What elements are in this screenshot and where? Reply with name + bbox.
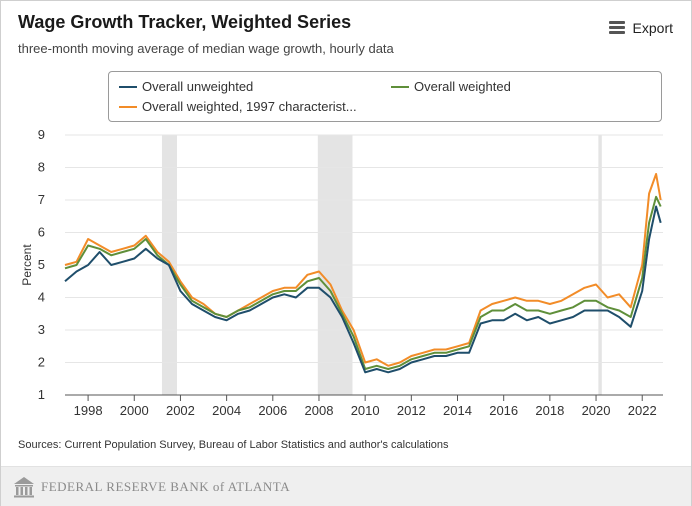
x-tick-label: 2018 <box>535 403 564 418</box>
x-tick-label: 1998 <box>74 403 103 418</box>
menu-icon <box>608 19 625 36</box>
x-axis-ticks: 1998 2000 2002 2004 2006 2008 2010 2012 2014 2016… <box>74 395 657 418</box>
export-label: Export <box>632 19 673 36</box>
sources-note: Sources: Current Population Survey, Bure… <box>18 439 449 451</box>
legend-item-weighted[interactable]: Overall weighted <box>391 79 511 94</box>
footer-logo[interactable]: FEDERAL RESERVE BANK of ATLANTA <box>13 476 290 498</box>
x-tick-label: 2016 <box>489 403 518 418</box>
legend-swatch-weighted-1997 <box>119 105 137 108</box>
y-tick-label: 4 <box>38 290 45 305</box>
x-tick-label: 2000 <box>120 403 149 418</box>
y-axis-ticks: 1 2 3 4 5 6 7 8 9 <box>38 127 45 402</box>
x-tick-label: 2012 <box>397 403 426 418</box>
series-lines <box>64 173 662 374</box>
x-tick-label: 2020 <box>582 403 611 418</box>
grid-lines <box>65 134 663 363</box>
x-tick-label: 2004 <box>212 403 241 418</box>
x-tick-label: 2010 <box>351 403 380 418</box>
export-button[interactable]: Export <box>608 19 673 36</box>
series-line-1 <box>64 195 662 370</box>
y-axis-label: Percent <box>20 244 34 286</box>
y-tick-label: 2 <box>38 355 45 370</box>
series-line-2 <box>64 173 662 367</box>
legend-swatch-unweighted <box>119 85 137 88</box>
legend: Overall unweighted Overall weighted Over… <box>108 71 662 122</box>
bank-building-icon <box>14 477 34 498</box>
footer: FEDERAL RESERVE BANK of ATLANTA <box>1 466 691 506</box>
line-chart: 1 2 3 4 5 6 7 8 9 1998 2000 2002 2004 2006 2008 2010 20… <box>20 127 663 418</box>
y-tick-label: 7 <box>38 192 45 207</box>
legend-label: Overall unweighted <box>142 79 254 94</box>
x-tick-label: 2006 <box>258 403 287 418</box>
legend-swatch-weighted <box>391 85 409 88</box>
series-line-0 <box>64 205 662 374</box>
x-tick-label: 2022 <box>628 403 657 418</box>
x-tick-label: 2002 <box>166 403 195 418</box>
legend-label: Overall weighted, 1997 characterist... <box>142 99 357 114</box>
legend-label: Overall weighted <box>414 79 511 94</box>
x-tick-label: 2014 <box>443 403 472 418</box>
y-tick-label: 6 <box>38 225 45 240</box>
legend-item-unweighted[interactable]: Overall unweighted <box>119 79 253 94</box>
chart-subtitle: three-month moving average of median wag… <box>18 41 394 56</box>
y-tick-label: 5 <box>38 257 45 272</box>
y-tick-label: 9 <box>38 127 45 142</box>
legend-item-weighted-1997[interactable]: Overall weighted, 1997 characterist... <box>119 99 357 114</box>
chart-title: Wage Growth Tracker, Weighted Series <box>18 12 352 32</box>
y-tick-label: 1 <box>38 387 45 402</box>
y-tick-label: 3 <box>38 322 45 337</box>
x-tick-label: 2008 <box>305 403 334 418</box>
footer-brand: FEDERAL RESERVE BANK of ATLANTA <box>41 479 291 494</box>
y-tick-label: 8 <box>38 160 45 175</box>
